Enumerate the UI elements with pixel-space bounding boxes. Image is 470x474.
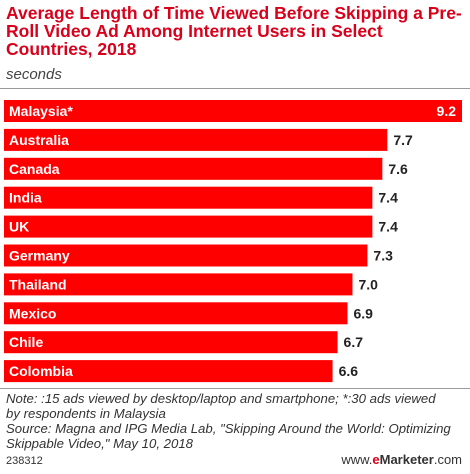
- value-label: 7.6: [388, 161, 408, 177]
- note-line-2: by respondents in Malaysia: [6, 406, 166, 421]
- logo-main: Marketer: [379, 452, 434, 467]
- category-label: Mexico: [9, 305, 56, 321]
- emarketer-logo: www.eMarketer.com: [341, 452, 462, 467]
- bar-canada: [4, 157, 383, 180]
- source-line-1: Source: Magna and IPG Media Lab, "Skippi…: [6, 421, 451, 436]
- category-label: Malaysia*: [9, 103, 73, 119]
- category-label: Chile: [9, 334, 43, 350]
- bar-uk: [4, 215, 373, 238]
- category-label: Australia: [9, 132, 69, 148]
- value-label: 6.6: [339, 363, 359, 379]
- logo-suffix: .com: [433, 452, 462, 467]
- bar-germany: [4, 244, 368, 267]
- value-label: 7.4: [378, 190, 398, 206]
- note-line-1: Note: :15 ads viewed by desktop/laptop a…: [6, 391, 436, 406]
- value-label: 9.2: [437, 103, 457, 119]
- bar-india: [4, 186, 373, 209]
- bar-chile: [4, 331, 338, 354]
- value-label: 7.7: [393, 132, 413, 148]
- chart-notes: Note: :15 ads viewed by desktop/laptop a…: [6, 391, 466, 451]
- value-label: 7.3: [373, 248, 393, 264]
- bar-thailand: [4, 273, 353, 296]
- bar-colombia: [4, 360, 333, 383]
- category-label: Germany: [9, 248, 70, 264]
- category-label: Thailand: [9, 276, 67, 292]
- value-label: 6.9: [354, 305, 374, 321]
- category-label: UK: [9, 219, 29, 235]
- bar-australia: [4, 128, 388, 151]
- top-divider: [0, 88, 470, 89]
- bottom-divider: [0, 388, 470, 389]
- value-label: 7.4: [378, 219, 398, 235]
- bar-malaysia: [4, 100, 462, 122]
- logo-e: e: [372, 452, 380, 467]
- chart-id: 238312: [6, 455, 43, 467]
- value-label: 7.0: [358, 276, 378, 292]
- logo-prefix: www.: [341, 452, 373, 467]
- category-label: Canada: [9, 161, 60, 177]
- source-line-2: Skippable Video," May 10, 2018: [6, 436, 193, 451]
- chart-subtitle: seconds: [6, 66, 62, 83]
- category-label: Colombia: [9, 363, 73, 379]
- value-label: 6.7: [344, 334, 364, 350]
- chart-title: Average Length of Time Viewed Before Ski…: [6, 3, 462, 59]
- category-label: India: [9, 190, 42, 206]
- bar-mexico: [4, 302, 348, 325]
